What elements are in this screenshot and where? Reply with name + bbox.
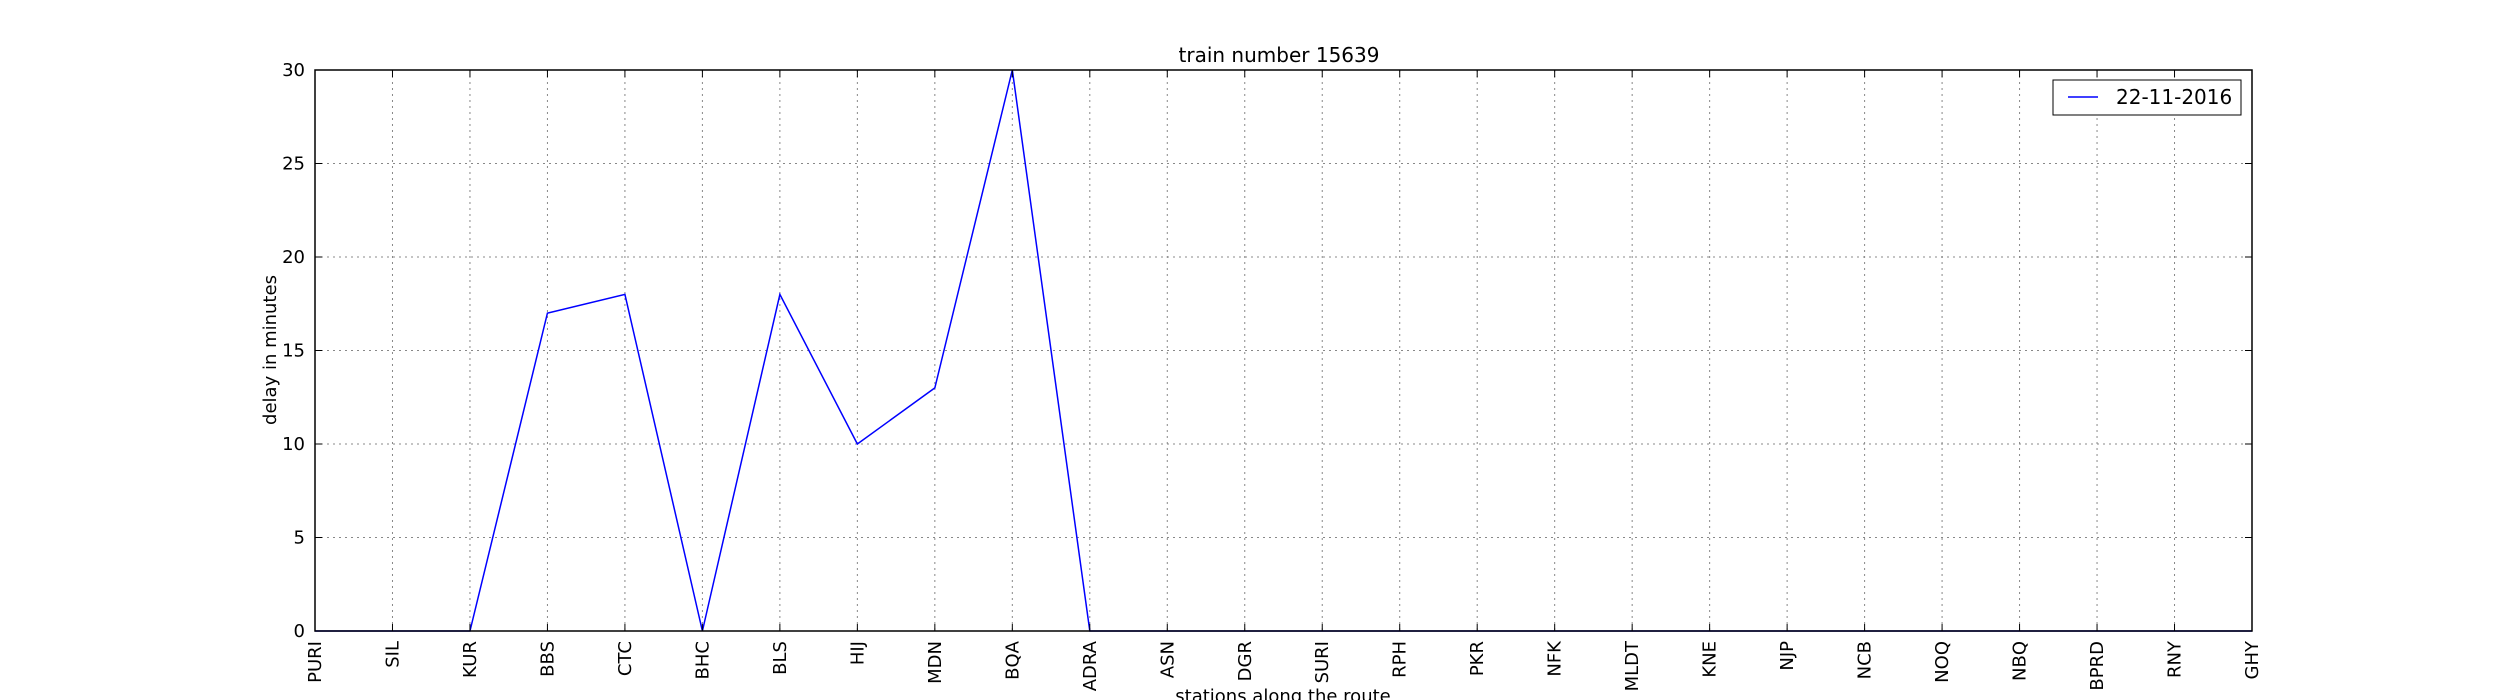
x-tick-label: KUR [460, 641, 481, 678]
x-axis-ticks: PURI SIL KUR BBS CTC BHC BLS HIJ MDN BQA ADRA ASN DG… [305, 70, 2263, 691]
x-tick-label: NBQ [2010, 641, 2031, 681]
x-tick-label: NCB [1855, 641, 1876, 679]
x-tick-label: NFK [1545, 640, 1566, 677]
y-tick-label: 15 [282, 341, 305, 362]
plot-frame [314, 69, 2253, 632]
data-point [624, 293, 626, 295]
y-tick-label: 0 [294, 621, 305, 642]
series-layer [314, 69, 2253, 632]
grid [315, 70, 2252, 631]
data-point [934, 387, 936, 389]
x-tick-label: PKR [1467, 641, 1488, 676]
data-point [856, 443, 858, 445]
series-line [315, 69, 2252, 632]
x-tick-label: BLS [770, 641, 791, 675]
x-tick-label: BHC [692, 641, 713, 679]
x-tick-label: NOQ [1932, 641, 1953, 683]
x-tick-label: ADRA [1080, 640, 1101, 691]
x-tick-label: DGR [1235, 641, 1256, 681]
y-tick-label: 30 [282, 60, 305, 81]
x-tick-label: PURI [305, 641, 326, 683]
legend-label: 22-11-2016 [2116, 85, 2232, 109]
x-tick-label: ASN [1157, 641, 1178, 678]
x-tick-label: BBS [537, 641, 558, 677]
data-point [779, 293, 781, 295]
x-axis-label: stations along the route [1175, 686, 1390, 700]
x-tick-label: RPH [1390, 641, 1411, 678]
x-tick-label: CTC [615, 641, 636, 676]
x-tick-label: KNE [1700, 641, 1721, 678]
x-tick-label: RNY [2165, 640, 2186, 678]
chart-title: train number 15639 [1179, 43, 1380, 67]
x-tick-label: SIL [382, 641, 403, 668]
y-axis-label: delay in minutes [260, 275, 281, 425]
y-tick-label: 25 [282, 154, 305, 175]
x-tick-label: BPRD [2087, 641, 2108, 691]
x-tick-label: NJP [1777, 641, 1798, 671]
y-tick-label: 10 [282, 434, 305, 455]
x-tick-label: BQA [1002, 640, 1023, 680]
y-axis-ticks: 0 5 10 15 20 25 30 [282, 60, 2252, 642]
x-tick-label: GHY [2242, 640, 2263, 679]
x-tick-label: SURI [1312, 641, 1333, 683]
x-tick-label: MLDT [1622, 640, 1643, 691]
data-point [546, 312, 548, 314]
y-tick-label: 20 [282, 247, 305, 268]
x-tick-label: MDN [925, 641, 946, 684]
legend: 22-11-2016 [2052, 79, 2242, 116]
x-tick-label: HIJ [847, 641, 868, 665]
y-tick-label: 5 [294, 528, 305, 549]
